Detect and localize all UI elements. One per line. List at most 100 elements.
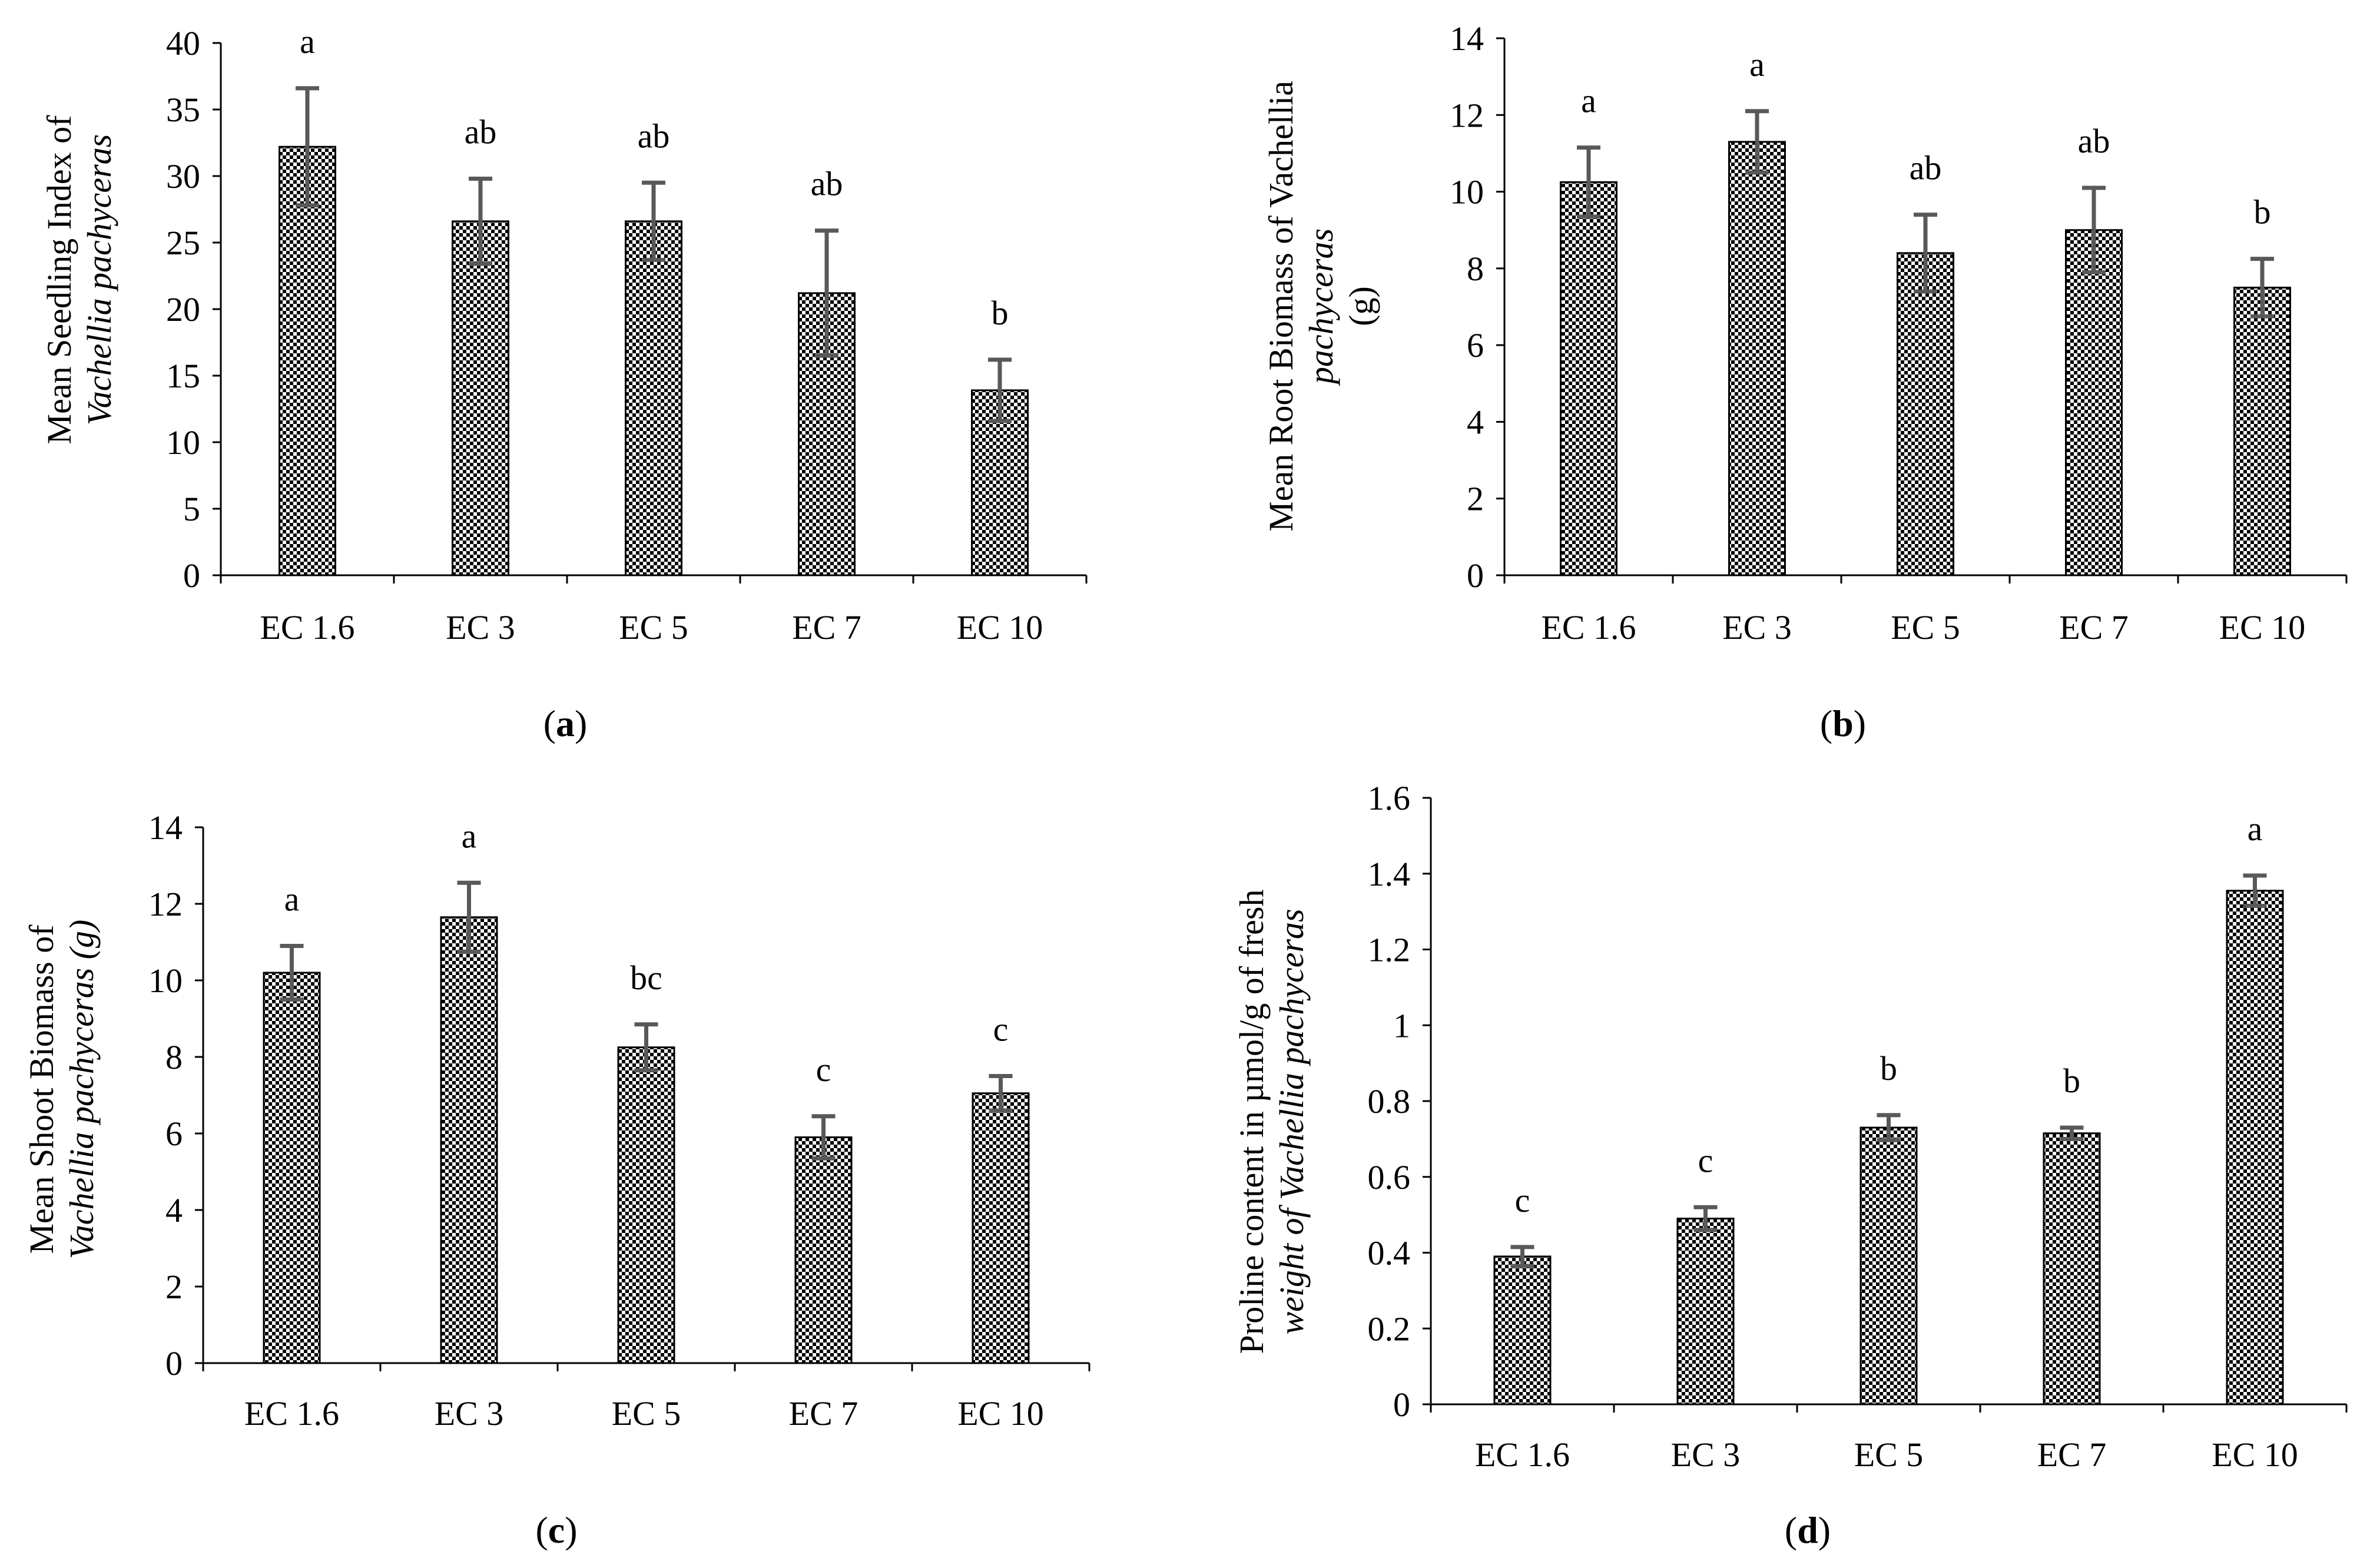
- panel-b-y-tick-label: 10: [1450, 173, 1484, 211]
- panel-c-bar-4: [794, 1136, 853, 1364]
- panel-a-x-tick-labels: EC 1.6 EC 3 EC 5 EC 7 EC 10: [260, 608, 1043, 647]
- panel-d-x-tick-labels: EC 1.6 EC 3 EC 5 EC 7 EC 10: [1475, 1436, 2298, 1474]
- panel-c-x-tick-label-2: EC 3: [435, 1394, 504, 1433]
- panel-c-bar-5: [972, 1092, 1030, 1364]
- panel-b-y-tick-label: 4: [1467, 403, 1484, 441]
- panel-a-error-bars: [296, 86, 1012, 423]
- panel-c-y-tick-label: 10: [148, 962, 183, 1000]
- panel-d-y-axis-label-line2: weight of Vachellia pachyceras: [1272, 909, 1311, 1334]
- panel-c-y-ticks: 0 2 4 6 8 10 12 14: [148, 808, 1090, 1383]
- panel-a-y-tick-label: 30: [166, 157, 200, 195]
- panel-c-significance-label-1: a: [284, 880, 300, 919]
- panel-a-y-ticks: 0 5 10 15 20 25 30 35 40: [166, 24, 1088, 595]
- panel-d-caption: (d): [1785, 1509, 1831, 1551]
- panel-b-bar-1: [1560, 181, 1617, 576]
- panel-b-bar-3: [1897, 252, 1954, 576]
- panel-a-bar-1: [279, 145, 336, 576]
- panel-a-y-tick-label: 5: [183, 490, 200, 528]
- panel-b-bar-5: [2233, 286, 2291, 576]
- panel-d-significance-label-2: c: [1698, 1141, 1713, 1179]
- panel-a-caption-letter: a: [556, 702, 575, 744]
- panel-b-caption-letter: b: [1832, 702, 1854, 744]
- panel-a: Mean Seedling Index of Vachellia pachyce…: [40, 22, 1088, 744]
- panel-b-y-axis-label-line2: pachyceras: [1302, 228, 1340, 386]
- panel-d-bar-2: [1676, 1218, 1735, 1405]
- panel-a-x-tick-label-2: EC 3: [446, 608, 515, 647]
- panel-b-x-tick-labels: EC 1.6 EC 3 EC 5 EC 7 EC 10: [1541, 608, 2305, 647]
- panel-b-significance-label-1: a: [1581, 82, 1596, 120]
- panel-b-y-tick-label: 12: [1450, 96, 1484, 134]
- panel-d-y-tick-label: 0.2: [1368, 1310, 1411, 1348]
- panel-d-bar-1: [1493, 1255, 1552, 1405]
- panel-c-y-tick-label: 12: [148, 885, 183, 923]
- panel-a-significance-label-3: ab: [638, 117, 670, 155]
- panel-d-y-tick-label: 1.6: [1368, 779, 1411, 817]
- panel-c-bar-3: [617, 1046, 675, 1364]
- panel-b: Mean Root Biomass of Vachellia pachycera…: [1262, 19, 2348, 744]
- panel-c-x-tick-label-3: EC 5: [612, 1394, 681, 1433]
- panel-b-y-tick-label: 2: [1467, 480, 1484, 518]
- panel-d-y-tick-label: 1.2: [1368, 931, 1411, 969]
- panel-d-y-tick-label: 0: [1393, 1385, 1410, 1424]
- panel-c-error-bars: [280, 880, 1013, 1161]
- panel-a-significance-label-2: ab: [465, 113, 497, 151]
- panel-a-x-tick-label-4: EC 7: [792, 608, 861, 647]
- panel-d: Proline content in µmol/g of fresh weigh…: [1232, 779, 2348, 1551]
- panel-c-significance-labels: a a bc c c: [284, 817, 1009, 1089]
- panel-a-significance-labels: a ab ab ab b: [300, 22, 1008, 332]
- panel-b-significance-label-2: a: [1749, 45, 1765, 84]
- panel-c-x-tick-label-4: EC 7: [789, 1394, 858, 1433]
- panel-c-x-tick-labels: EC 1.6 EC 3 EC 5 EC 7 EC 10: [244, 1394, 1044, 1433]
- panel-c-x-tick-label-5: EC 10: [957, 1394, 1044, 1433]
- panel-a-y-tick-label: 15: [166, 357, 200, 395]
- panel-b-x-tick-label-5: EC 10: [2219, 608, 2306, 647]
- panel-d-error-bars: [1510, 873, 2267, 1268]
- panel-c-caption-letter: c: [548, 1509, 565, 1551]
- panel-a-x-tick-label-5: EC 10: [957, 608, 1043, 647]
- panel-c: Mean Shoot Biomass of Vachellia pachycer…: [22, 808, 1090, 1551]
- panel-a-significance-label-4: ab: [811, 165, 843, 203]
- panel-a-x-tick-label-3: EC 5: [619, 608, 688, 647]
- panel-b-y-axis-label: Mean Root Biomass of Vachellia pachycera…: [1262, 81, 1380, 532]
- panel-c-y-axis-label-line2: Vachellia pachyceras (g): [62, 920, 101, 1259]
- panel-d-y-ticks: 0 0.2 0.4 0.6 0.8 1 1.2 1.4 1.6: [1368, 779, 2348, 1424]
- panel-d-bar-4: [2043, 1132, 2101, 1405]
- panel-c-bar-1: [263, 972, 321, 1364]
- panel-c-x-tick-label-1: EC 1.6: [244, 1394, 339, 1433]
- panel-d-y-tick-label: 1: [1393, 1006, 1410, 1045]
- panel-a-y-tick-label: 25: [166, 224, 200, 262]
- panel-d-bars: [1493, 890, 2284, 1405]
- panel-d-caption-letter: d: [1797, 1509, 1818, 1551]
- panel-a-y-axis-label-line1: Mean Seedling Index of: [40, 115, 78, 445]
- panel-b-y-axis-label-line3: (g): [1342, 286, 1380, 326]
- panel-b-x-tick-label-4: EC 7: [2059, 608, 2129, 647]
- panel-c-caption: (c): [535, 1509, 577, 1551]
- panel-a-bar-2: [452, 220, 509, 576]
- panel-b-caption: (b): [1820, 702, 1866, 744]
- panel-a-y-axis-label-line2: Vachellia pachyceras: [80, 134, 118, 425]
- panel-c-bars: [263, 916, 1030, 1364]
- panel-c-y-axis-label-line1: Mean Shoot Biomass of: [22, 924, 61, 1254]
- panel-d-x-tick-label-1: EC 1.6: [1475, 1436, 1570, 1474]
- panel-a-y-tick-label: 20: [166, 290, 200, 329]
- panel-b-y-ticks: 0 2 4 6 8 10 12 14: [1450, 19, 2348, 595]
- panel-d-x-tick-label-3: EC 5: [1854, 1436, 1924, 1474]
- panel-a-y-tick-label: 10: [166, 423, 200, 462]
- panel-d-significance-labels: c c b b a: [1515, 810, 2263, 1219]
- panel-b-y-tick-label: 0: [1467, 556, 1484, 595]
- panel-b-y-tick-label: 6: [1467, 326, 1484, 364]
- panel-d-significance-label-1: c: [1515, 1181, 1530, 1219]
- panel-d-bar-5: [2226, 890, 2284, 1405]
- panel-a-bar-3: [625, 220, 682, 576]
- panel-a-y-tick-label: 35: [166, 91, 200, 129]
- panel-c-y-tick-label: 2: [165, 1268, 183, 1306]
- panel-a-caption: (a): [543, 702, 588, 744]
- panel-b-significance-label-5: b: [2254, 193, 2271, 231]
- panel-b-x-tick-label-2: EC 3: [1722, 608, 1792, 647]
- panel-d-significance-label-5: a: [2248, 810, 2263, 848]
- panel-c-y-tick-label: 14: [148, 808, 183, 847]
- panel-c-y-tick-label: 8: [165, 1038, 183, 1076]
- panel-b-y-tick-label: 14: [1450, 19, 1484, 58]
- panel-d-bar-3: [1859, 1126, 1918, 1405]
